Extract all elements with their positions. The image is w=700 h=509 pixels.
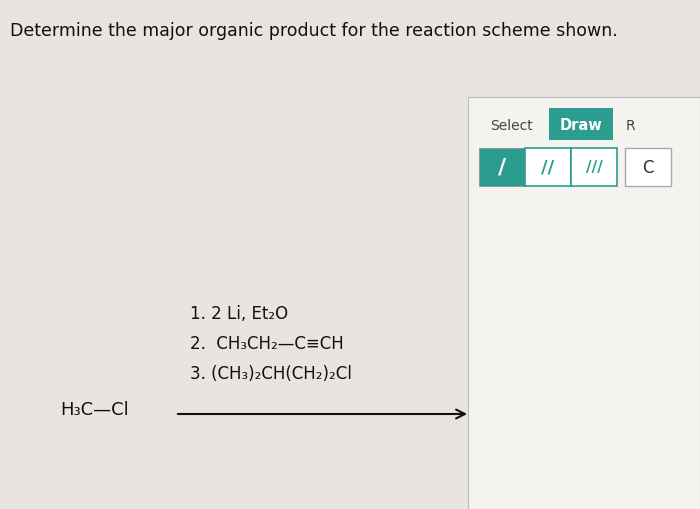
Text: C: C (643, 159, 654, 177)
FancyBboxPatch shape (549, 109, 613, 140)
Text: 2.  CH₃CH₂—C≡CH: 2. CH₃CH₂—C≡CH (190, 334, 344, 352)
Text: ///: /// (586, 160, 603, 175)
Text: Select: Select (490, 119, 533, 133)
FancyBboxPatch shape (525, 149, 571, 187)
Text: //: // (541, 159, 554, 177)
Text: 3. (CH₃)₂CH(CH₂)₂Cl: 3. (CH₃)₂CH(CH₂)₂Cl (190, 364, 352, 382)
Text: /: / (498, 158, 506, 178)
Text: Draw: Draw (559, 117, 603, 132)
FancyBboxPatch shape (468, 98, 700, 509)
Text: R: R (626, 119, 636, 133)
FancyBboxPatch shape (625, 149, 671, 187)
Text: Determine the major organic product for the reaction scheme shown.: Determine the major organic product for … (10, 22, 617, 40)
FancyBboxPatch shape (479, 149, 525, 187)
FancyBboxPatch shape (571, 149, 617, 187)
Text: H₃C—Cl: H₃C—Cl (60, 400, 129, 418)
Text: 1. 2 Li, Et₂O: 1. 2 Li, Et₂O (190, 304, 288, 322)
